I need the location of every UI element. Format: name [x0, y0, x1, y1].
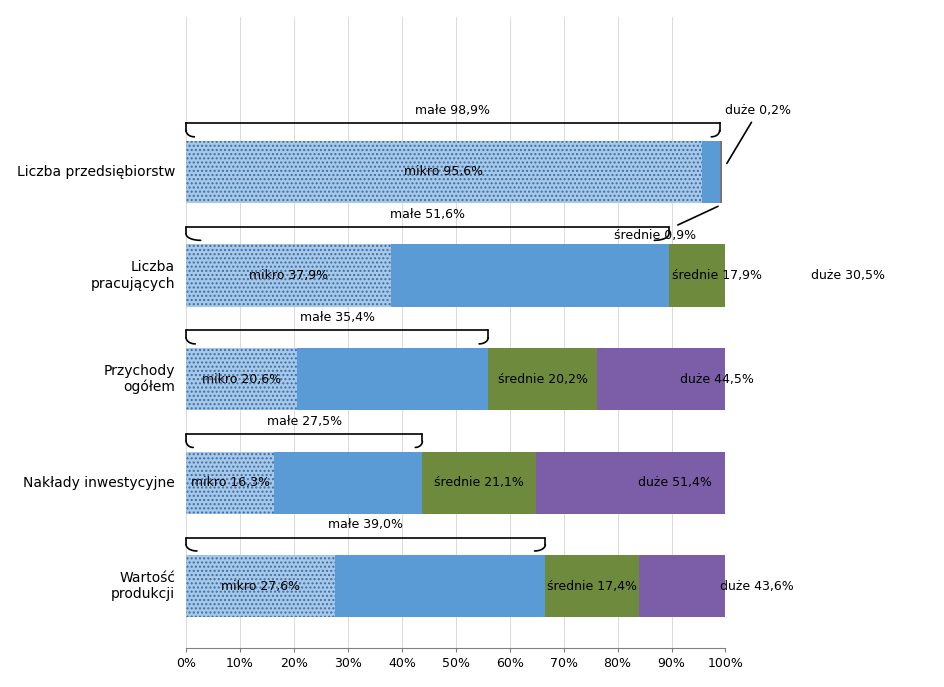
Text: duże 43,6%: duże 43,6% [719, 580, 793, 593]
Text: duże 51,4%: duże 51,4% [637, 476, 711, 489]
Bar [274, 451, 422, 514]
Text: mikro 95,6%: mikro 95,6% [404, 166, 483, 179]
Bar [668, 245, 765, 306]
Bar [422, 451, 535, 514]
Bar [297, 348, 488, 410]
Bar [535, 451, 813, 514]
Bar [638, 555, 873, 617]
Bar [186, 245, 390, 306]
Text: małe 35,4%: małe 35,4% [299, 311, 374, 324]
Text: średnie 17,4%: średnie 17,4% [547, 580, 636, 593]
Text: małe 39,0%: małe 39,0% [328, 518, 403, 531]
Bar [186, 555, 334, 617]
Bar [186, 451, 274, 514]
Bar [488, 348, 597, 410]
Text: mikro 20,6%: mikro 20,6% [202, 372, 281, 385]
Bar [186, 245, 390, 306]
Text: średnie 0,9%: średnie 0,9% [614, 206, 717, 242]
Bar [186, 141, 701, 203]
Text: średnie 17,9%: średnie 17,9% [671, 269, 761, 282]
Bar [186, 141, 701, 203]
Text: średnie 21,1%: średnie 21,1% [434, 476, 524, 489]
Bar [720, 141, 721, 203]
Bar [186, 555, 334, 617]
Bar [390, 245, 668, 306]
Text: duże 30,5%: duże 30,5% [810, 269, 884, 282]
Text: średnie 20,2%: średnie 20,2% [497, 372, 587, 385]
Text: małe 51,6%: małe 51,6% [390, 207, 464, 221]
Bar [186, 348, 297, 410]
Text: małe 98,9%: małe 98,9% [415, 104, 490, 117]
Bar [765, 245, 929, 306]
Text: duże 44,5%: duże 44,5% [680, 372, 753, 385]
Bar [597, 348, 836, 410]
Text: mikro 16,3%: mikro 16,3% [191, 476, 269, 489]
Bar [701, 141, 718, 203]
Text: mikro 27,6%: mikro 27,6% [221, 580, 300, 593]
Bar [718, 141, 720, 203]
Bar [545, 555, 638, 617]
Text: małe 27,5%: małe 27,5% [266, 415, 342, 428]
Text: mikro 37,9%: mikro 37,9% [248, 269, 328, 282]
Bar [186, 348, 297, 410]
Bar [334, 555, 545, 617]
Text: duże 0,2%: duże 0,2% [725, 104, 791, 164]
Bar [186, 451, 274, 514]
